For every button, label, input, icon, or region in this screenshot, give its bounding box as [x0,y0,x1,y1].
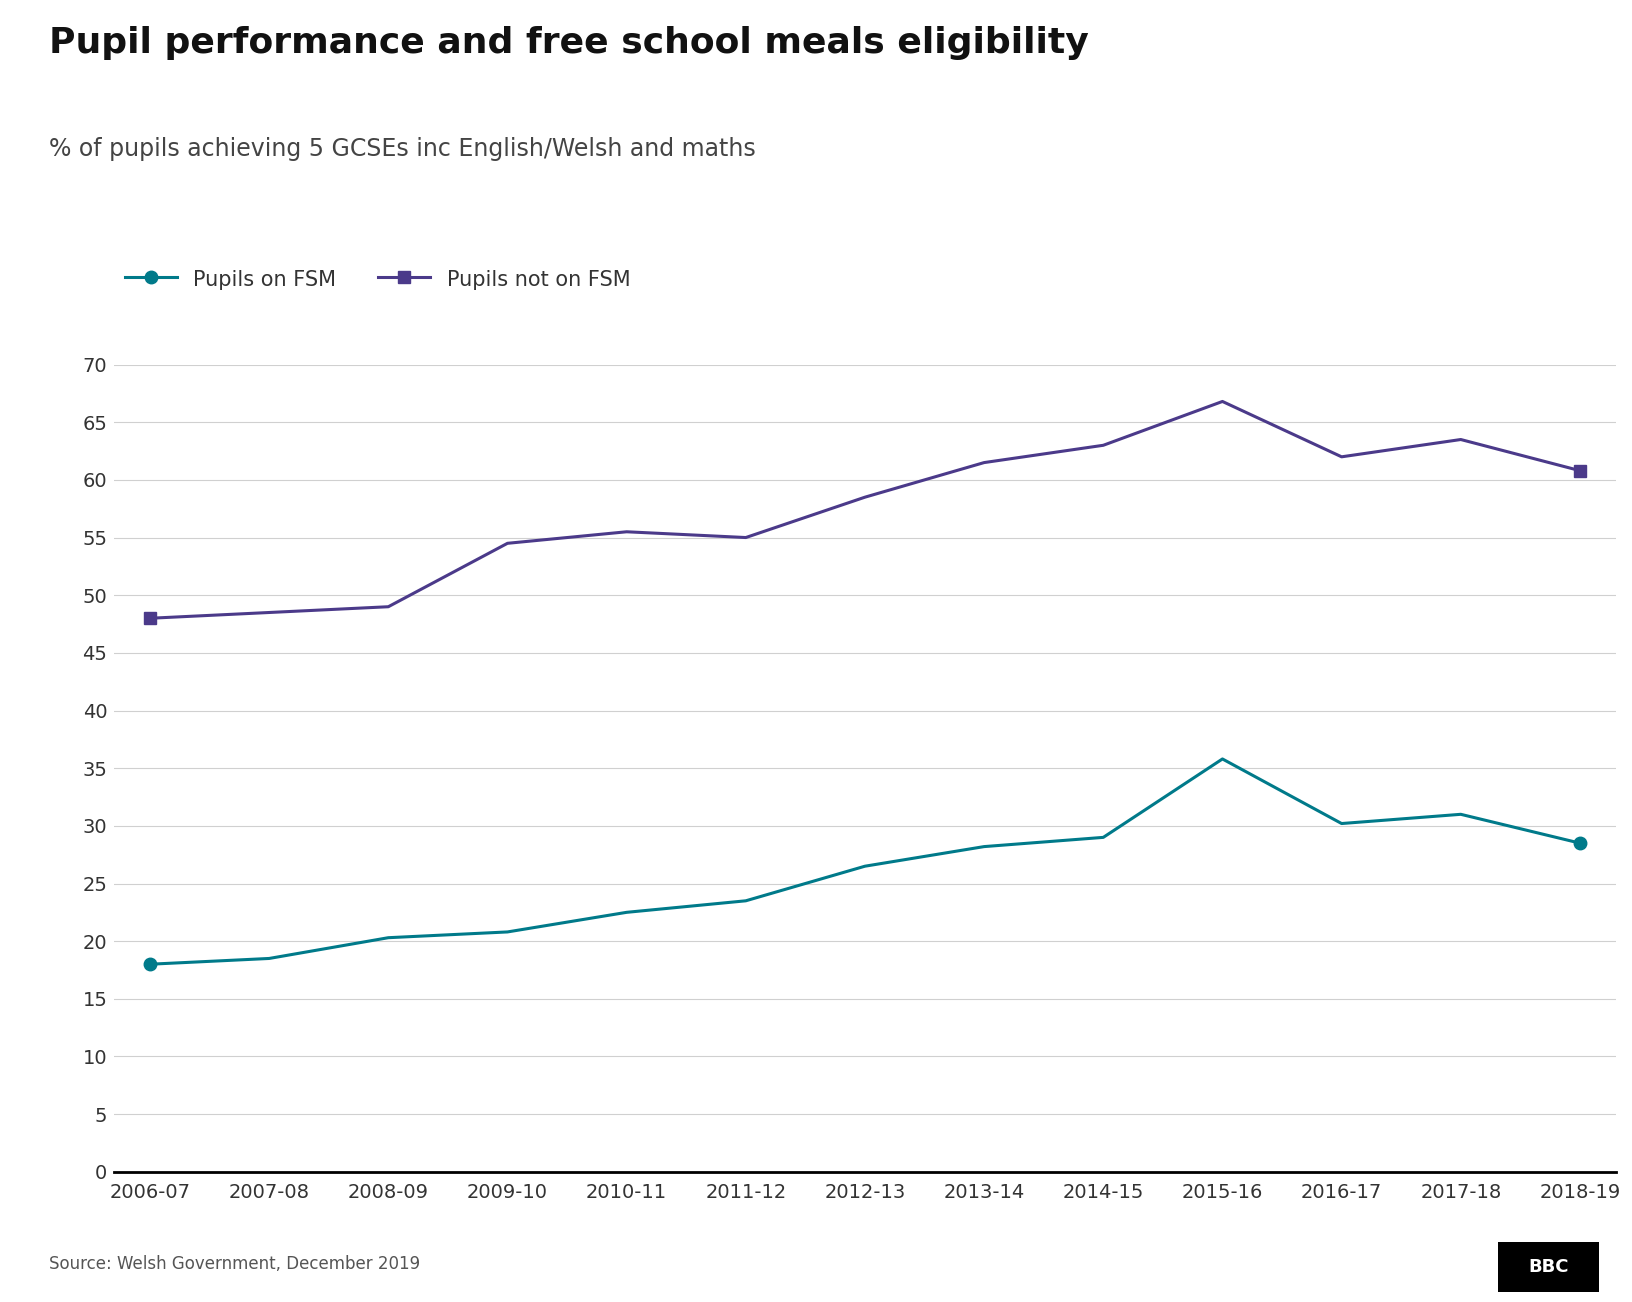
Legend: Pupils on FSM, Pupils not on FSM: Pupils on FSM, Pupils not on FSM [124,270,630,289]
Text: BBC: BBC [1529,1258,1568,1276]
Text: % of pupils achieving 5 GCSEs inc English/Welsh and maths: % of pupils achieving 5 GCSEs inc Englis… [49,137,756,160]
Text: Source: Welsh Government, December 2019: Source: Welsh Government, December 2019 [49,1255,419,1273]
Text: Pupil performance and free school meals eligibility: Pupil performance and free school meals … [49,26,1089,60]
